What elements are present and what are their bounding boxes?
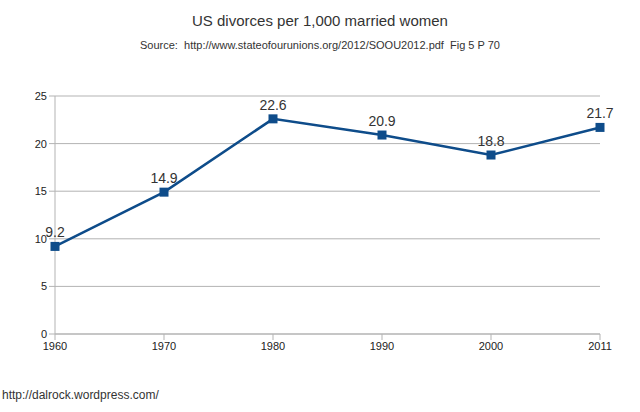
- svg-text:20: 20: [35, 138, 47, 150]
- svg-text:15: 15: [35, 185, 47, 197]
- svg-text:18.8: 18.8: [477, 133, 504, 149]
- html-text:Source: http://www.stateofouru: Source: http://www.stateofourunions.org/…: [140, 39, 500, 51]
- svg-text:20.9: 20.9: [368, 113, 395, 129]
- html-text:http://dalrock.wordpress.com/: http://dalrock.wordpress.com/: [2, 388, 159, 402]
- svg-text:1970: 1970: [152, 340, 176, 352]
- html-text:US divorces per 1,000 married: US divorces per 1,000 married women: [192, 12, 448, 29]
- svg-text:22.6: 22.6: [259, 97, 286, 113]
- svg-text:2011: 2011: [588, 340, 612, 352]
- svg-text:1980: 1980: [261, 340, 285, 352]
- svg-text:1990: 1990: [370, 340, 394, 352]
- svg-text:1960: 1960: [43, 340, 67, 352]
- svg-text:21.7: 21.7: [586, 105, 613, 121]
- svg-text:25: 25: [35, 90, 47, 102]
- svg-text:5: 5: [41, 280, 47, 292]
- svg-text:10: 10: [34, 232, 47, 245]
- svg-text:14.9: 14.9: [150, 170, 177, 186]
- svg-text:9.2: 9.2: [45, 224, 65, 240]
- svg-text:0: 0: [41, 328, 47, 340]
- svg-text:2000: 2000: [479, 340, 503, 352]
